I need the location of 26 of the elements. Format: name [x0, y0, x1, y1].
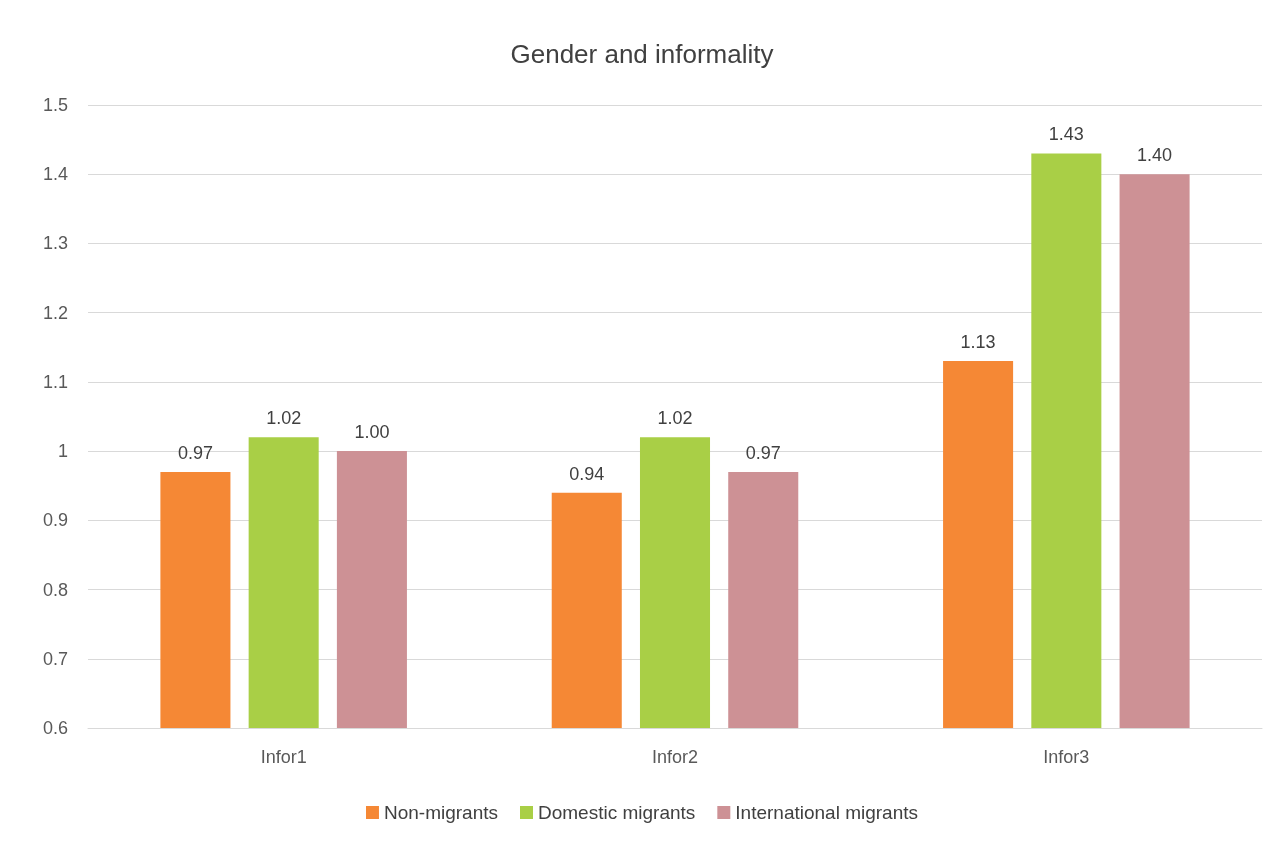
- y-tick-label: 1: [57, 441, 68, 462]
- data-label: 1.02: [266, 408, 302, 429]
- data-label: 1.43: [1048, 124, 1084, 145]
- y-tick-label: 1.1: [42, 371, 68, 392]
- y-tick-label: 0.7: [42, 648, 68, 669]
- y-tick-label: 1.4: [42, 164, 68, 185]
- legend-label: International migrants: [735, 802, 919, 823]
- data-label: 1.02: [657, 408, 693, 429]
- x-tick-label: Infor3: [1043, 747, 1090, 767]
- legend-label: Domestic migrants: [538, 802, 696, 823]
- x-tick-label: Infor2: [651, 747, 699, 767]
- data-label: 0.94: [569, 463, 605, 484]
- y-tick-label: 1.5: [42, 95, 68, 115]
- chart-title: Gender and informality: [510, 39, 774, 69]
- data-label: 1.00: [354, 422, 390, 443]
- y-tick-label: 1.2: [42, 302, 68, 323]
- legend-label: Non-migrants: [383, 802, 499, 823]
- data-label: 1.40: [1137, 145, 1173, 166]
- y-tick-label: 0.9: [42, 510, 68, 531]
- x-tick-label: Infor1: [260, 747, 307, 767]
- data-label: 1.13: [960, 332, 996, 353]
- data-label: 0.97: [177, 442, 213, 463]
- y-tick-label: 1.3: [42, 233, 68, 254]
- y-tick-label: 0.6: [42, 718, 68, 738]
- y-tick-label: 0.8: [42, 579, 68, 600]
- data-label: 0.97: [745, 442, 781, 463]
